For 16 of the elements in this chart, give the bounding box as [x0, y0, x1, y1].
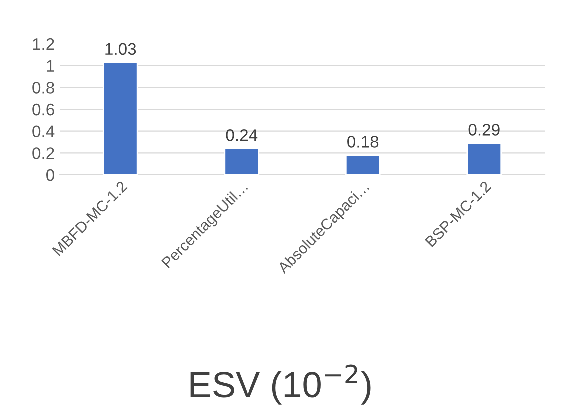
y-tick-label: 0.6 — [32, 104, 54, 116]
bar — [224, 148, 260, 175]
y-tick-label: 1.2 — [33, 38, 54, 50]
data-label: 0.18 — [348, 136, 379, 148]
y-tick-label: 0.2 — [32, 148, 54, 160]
bar — [466, 142, 502, 175]
data-label: 1.03 — [106, 43, 136, 56]
bar — [102, 62, 138, 175]
bar — [345, 154, 381, 175]
y-tick-label: 0.4 — [32, 126, 55, 138]
y-tick-label: 1 — [47, 60, 54, 72]
y-tick-label: 0.8 — [32, 82, 54, 94]
data-label: 0.24 — [226, 130, 258, 142]
y-tick-label: 0 — [46, 169, 54, 182]
data-label: 0.29 — [468, 124, 500, 136]
x-axis-title: ESV (10$^{−2}$) — [190, 364, 371, 405]
